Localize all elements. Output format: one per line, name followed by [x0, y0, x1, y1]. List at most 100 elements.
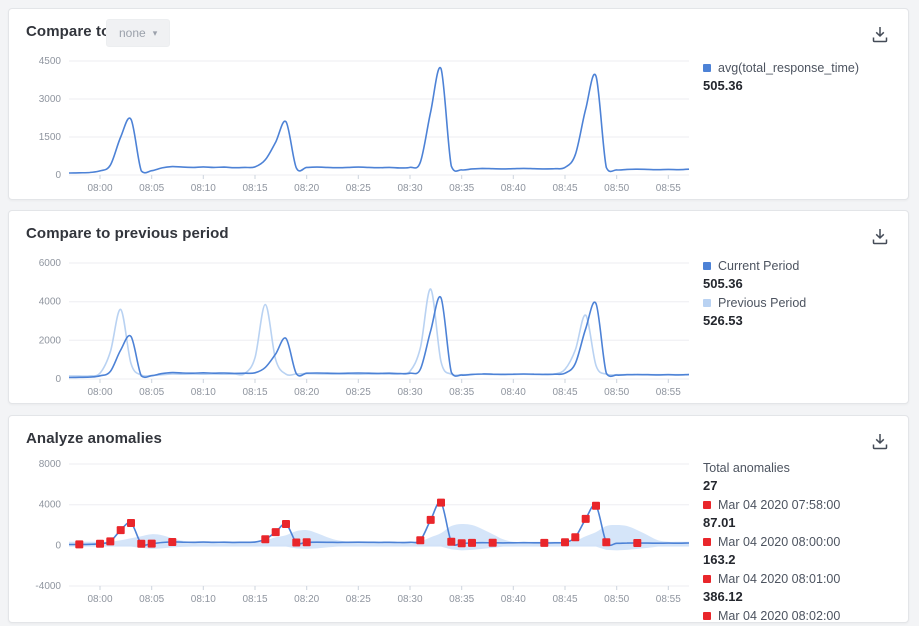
legend-swatch-icon [703, 64, 711, 72]
legend-value: 87.01 [703, 515, 736, 530]
legend-item: Mar 04 2020 08:01:00 386.12 [703, 570, 911, 606]
legend-item: Current Period 505.36 [703, 257, 911, 293]
legend-value: 386.12 [703, 589, 743, 604]
svg-text:08:25: 08:25 [346, 387, 371, 398]
svg-text:08:15: 08:15 [242, 183, 267, 194]
legend-label: Total anomalies [703, 461, 790, 475]
dropdown-selected-value: none [119, 26, 146, 40]
chart-legend: Current Period 505.36 Previous Period 52… [703, 257, 911, 331]
download-icon [872, 27, 888, 43]
panel-title: Compare to [26, 23, 111, 40]
panel-analyze-anomalies: Analyze anomalies -4000 0 4000 8000 08:00 08:… [8, 415, 909, 623]
svg-text:08:15: 08:15 [242, 387, 267, 398]
download-button[interactable] [868, 428, 894, 454]
svg-text:08:30: 08:30 [397, 183, 422, 194]
svg-text:08:40: 08:40 [501, 387, 526, 398]
svg-text:4000: 4000 [39, 297, 62, 308]
legend-swatch-icon [703, 299, 711, 307]
legend-value: 163.2 [703, 552, 736, 567]
legend-swatch-icon [703, 538, 711, 546]
svg-text:08:55: 08:55 [656, 183, 681, 194]
download-icon [872, 229, 888, 245]
svg-text:4500: 4500 [39, 56, 62, 67]
legend-item: Total anomalies 27 [703, 459, 911, 495]
chart-legend: Total anomalies 27 Mar 04 2020 07:58:00 … [703, 459, 911, 626]
chart-area: 0 2000 4000 6000 08:00 08:05 08:10 08:15 08:20 08… [17, 255, 697, 410]
svg-text:08:10: 08:10 [191, 183, 216, 194]
panel-title: Compare to previous period [26, 225, 229, 242]
svg-text:08:45: 08:45 [552, 387, 577, 398]
svg-text:08:10: 08:10 [191, 594, 216, 605]
svg-text:08:35: 08:35 [449, 183, 474, 194]
svg-text:08:05: 08:05 [139, 594, 164, 605]
svg-text:08:30: 08:30 [397, 387, 422, 398]
svg-text:08:50: 08:50 [604, 594, 629, 605]
legend-value: 505.36 [703, 276, 743, 291]
legend-item: Mar 04 2020 08:00:00 163.2 [703, 533, 911, 569]
svg-text:08:55: 08:55 [656, 594, 681, 605]
legend-label: Mar 04 2020 08:00:00 [703, 533, 911, 551]
chart-area: -4000 0 4000 8000 08:00 08:05 08:10 08:15 08:20 0… [17, 456, 697, 619]
svg-text:1500: 1500 [39, 132, 62, 143]
download-button[interactable] [868, 21, 894, 47]
legend-label: Previous Period [703, 294, 911, 312]
svg-text:08:00: 08:00 [87, 387, 112, 398]
svg-text:08:25: 08:25 [346, 594, 371, 605]
panel-compare-previous-period: Compare to previous period 0 2000 4000 6000… [8, 210, 909, 404]
legend-value: 27 [703, 478, 718, 493]
timeseries-chart-compare-to: 0 1500 3000 4500 08:00 08:05 08:10 08:15 08:20 08… [39, 56, 690, 194]
panel-compare-to: Compare to none ▾ 0 1500 3000 4500 08:00 08:0… [8, 8, 909, 200]
legend-item: Previous Period 526.53 [703, 294, 911, 330]
svg-text:0: 0 [55, 374, 61, 385]
legend-swatch-icon [703, 612, 711, 620]
svg-text:3000: 3000 [39, 94, 62, 105]
svg-text:08:35: 08:35 [449, 594, 474, 605]
svg-text:08:55: 08:55 [656, 387, 681, 398]
timeseries-chart-anomalies: -4000 0 4000 8000 08:00 08:05 08:10 08:15 08:20 0… [35, 459, 690, 605]
svg-text:08:40: 08:40 [501, 594, 526, 605]
legend-item: Mar 04 2020 07:58:00 87.01 [703, 496, 911, 532]
svg-text:-4000: -4000 [35, 581, 61, 592]
chevron-down-icon: ▾ [152, 27, 158, 38]
svg-text:08:15: 08:15 [242, 594, 267, 605]
svg-text:0: 0 [55, 540, 61, 551]
legend-item: avg(total_response_time) 505.36 [703, 59, 911, 95]
chart-area: 0 1500 3000 4500 08:00 08:05 08:10 08:15 08:20 08… [17, 53, 697, 206]
compare-to-dropdown[interactable]: none ▾ [106, 19, 171, 47]
legend-label: Mar 04 2020 08:02:00 [703, 607, 911, 625]
legend-swatch-icon [703, 501, 711, 509]
svg-text:6000: 6000 [39, 258, 62, 269]
download-button[interactable] [868, 223, 894, 249]
svg-text:08:20: 08:20 [294, 594, 319, 605]
svg-text:2000: 2000 [39, 335, 62, 346]
svg-text:08:50: 08:50 [604, 387, 629, 398]
svg-text:08:05: 08:05 [139, 183, 164, 194]
download-icon [872, 434, 888, 450]
chart-legend: avg(total_response_time) 505.36 [703, 59, 911, 96]
timeseries-chart-previous-period: 0 2000 4000 6000 08:00 08:05 08:10 08:15 08:20 08… [39, 258, 690, 398]
svg-text:08:05: 08:05 [139, 387, 164, 398]
legend-label: Mar 04 2020 08:01:00 [703, 570, 911, 588]
svg-text:0: 0 [55, 170, 61, 181]
svg-text:08:00: 08:00 [87, 183, 112, 194]
legend-value: 526.53 [703, 313, 743, 328]
svg-text:08:30: 08:30 [397, 594, 422, 605]
svg-text:8000: 8000 [39, 459, 62, 470]
svg-text:08:45: 08:45 [552, 183, 577, 194]
panel-title: Analyze anomalies [26, 430, 162, 447]
legend-label: Current Period [703, 257, 911, 275]
svg-text:08:35: 08:35 [449, 387, 474, 398]
svg-text:08:40: 08:40 [501, 183, 526, 194]
svg-text:4000: 4000 [39, 500, 62, 511]
legend-label: avg(total_response_time) [703, 59, 911, 77]
legend-item: Mar 04 2020 08:02:00 [703, 607, 911, 625]
svg-text:08:10: 08:10 [191, 387, 216, 398]
legend-swatch-icon [703, 262, 711, 270]
svg-text:08:20: 08:20 [294, 387, 319, 398]
svg-text:08:20: 08:20 [294, 183, 319, 194]
legend-value: 505.36 [703, 78, 743, 93]
legend-swatch-icon [703, 575, 711, 583]
svg-text:08:45: 08:45 [552, 594, 577, 605]
svg-text:08:00: 08:00 [87, 594, 112, 605]
legend-label: Mar 04 2020 07:58:00 [703, 496, 911, 514]
